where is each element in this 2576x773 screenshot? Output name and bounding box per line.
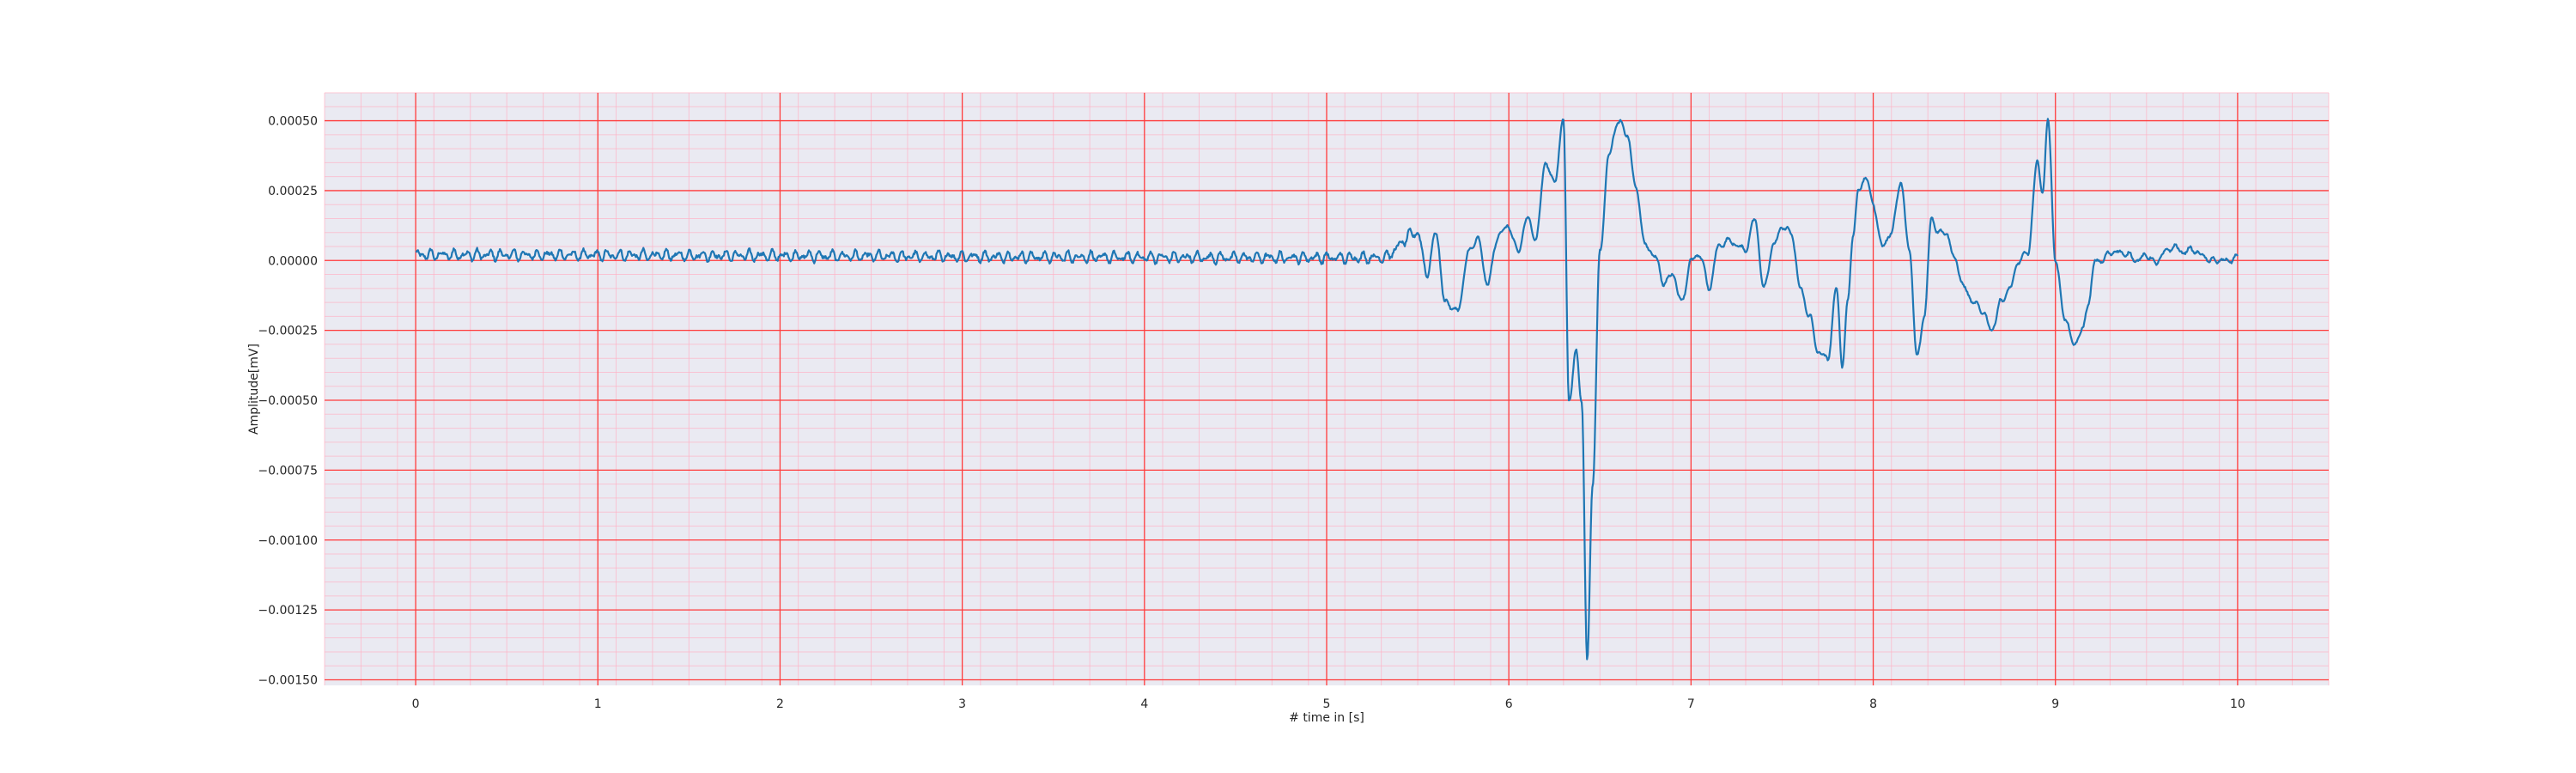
x-tick-label: 1: [594, 697, 602, 711]
major-grid: [325, 93, 2329, 685]
x-axis-ticks: 0 1 2 3 4 5 6 7 8 9 10: [412, 697, 2245, 711]
y-tick-label: 0.00025: [268, 185, 318, 198]
y-tick-label: 0.00000: [268, 254, 318, 268]
signal-line: [415, 118, 2239, 660]
x-tick-label: 7: [1687, 697, 1695, 711]
y-tick-label: −0.00100: [258, 534, 318, 548]
x-axis-label: # time in [s]: [1289, 711, 1364, 725]
x-tick-label: 2: [776, 697, 784, 711]
x-tick-label: 8: [1869, 697, 1877, 711]
y-axis-ticks: 0.00050 0.00025 0.00000 −0.00025 −0.00050 −0.…: [258, 115, 318, 688]
y-tick-label: −0.00050: [258, 394, 318, 408]
x-tick-label: 4: [1140, 697, 1148, 711]
x-tick-label: 0: [412, 697, 420, 711]
y-tick-label: 0.00050: [268, 115, 318, 129]
x-tick-label: 6: [1505, 697, 1513, 711]
y-axis-label: Amplitude[mV]: [247, 344, 261, 435]
y-tick-label: −0.00025: [258, 325, 318, 338]
x-tick-label: 5: [1323, 697, 1331, 711]
y-tick-label: −0.00125: [258, 604, 318, 618]
x-tick-label: 3: [958, 697, 966, 711]
y-tick-label: −0.00150: [258, 673, 318, 687]
x-tick-label: 9: [2051, 697, 2059, 711]
series-layer: [415, 118, 2239, 660]
x-tick-label: 10: [2230, 697, 2245, 711]
y-tick-label: −0.00075: [258, 464, 318, 478]
